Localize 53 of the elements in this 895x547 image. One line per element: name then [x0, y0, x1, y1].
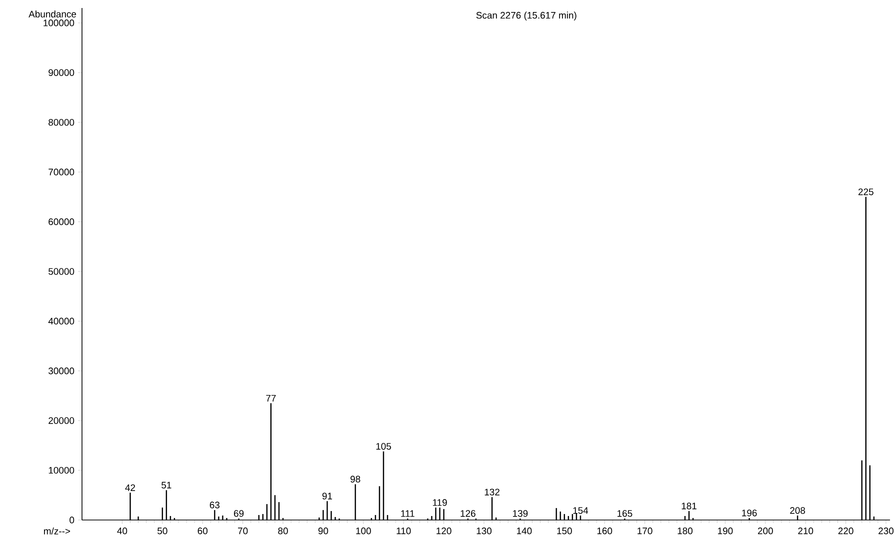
x-tick-label: 210 — [798, 528, 814, 534]
annotation: 98 — [350, 476, 360, 483]
y-tick-label: 50000 — [48, 268, 74, 275]
annotation: 165 — [618, 510, 632, 517]
x-tick-label: 40 — [117, 528, 128, 534]
y-tick-label: 30000 — [48, 368, 74, 374]
x-tick-label: 170 — [638, 528, 652, 534]
y-tick-label: 40000 — [48, 318, 74, 325]
annotation: 63 — [210, 502, 220, 508]
x-tick-label: 90 — [318, 528, 328, 534]
annotation: 139 — [513, 510, 528, 517]
annotation: 105 — [376, 443, 391, 450]
annotation: 91 — [322, 492, 332, 500]
annotation: 208 — [790, 507, 806, 514]
x-tick-label: 110 — [396, 528, 411, 534]
y-tick-label: 10000 — [48, 466, 74, 474]
annotation: 196 — [742, 510, 757, 516]
annotation: 51 — [162, 482, 172, 488]
y-tick-label: 90000 — [48, 69, 74, 76]
annotation: 181 — [682, 502, 696, 510]
x-tick-label: 50 — [158, 528, 168, 534]
y-tick-label: 100000 — [44, 20, 74, 26]
x-tick-label: 220 — [838, 528, 854, 534]
y-tick-label: 60000 — [48, 218, 74, 226]
annotation: 132 — [484, 488, 500, 496]
x-tick-label: 70 — [238, 528, 248, 534]
x-tick-label: 100 — [356, 528, 371, 534]
chart-title: Scan 2276 (15.617 min) — [476, 12, 576, 20]
x-tick-label: 120 — [436, 528, 452, 534]
annotation: 119 — [432, 499, 447, 506]
annotation: 225 — [858, 188, 874, 196]
x-tick-label: 140 — [517, 528, 532, 534]
x-tick-label: 180 — [678, 528, 693, 534]
y-tick-label: 80000 — [48, 118, 74, 126]
y-tick-label: 20000 — [48, 417, 74, 424]
x-tick-label: 160 — [597, 528, 612, 534]
annotation: 42 — [125, 484, 136, 491]
annotation: 69 — [234, 510, 244, 517]
annotation: 154 — [573, 507, 588, 514]
y-tick-label: 70000 — [48, 168, 74, 176]
x-tick-label: 200 — [758, 528, 773, 534]
x-tick-label: 130 — [476, 528, 492, 534]
x-tick-label: 230 — [878, 528, 894, 534]
x-tick-label: 150 — [557, 528, 572, 534]
annotation: 126 — [460, 510, 476, 517]
annotation: 111 — [401, 510, 414, 517]
x-tick-label: 60 — [198, 528, 208, 534]
y-axis-title: Abundance — [28, 10, 76, 18]
y-tick-label: 0 — [70, 516, 74, 524]
x-axis-title: m/z--> — [44, 528, 70, 534]
x-tick-label: 80 — [278, 528, 288, 534]
x-tick-label: 190 — [718, 528, 733, 534]
annotation: 77 — [266, 394, 276, 402]
